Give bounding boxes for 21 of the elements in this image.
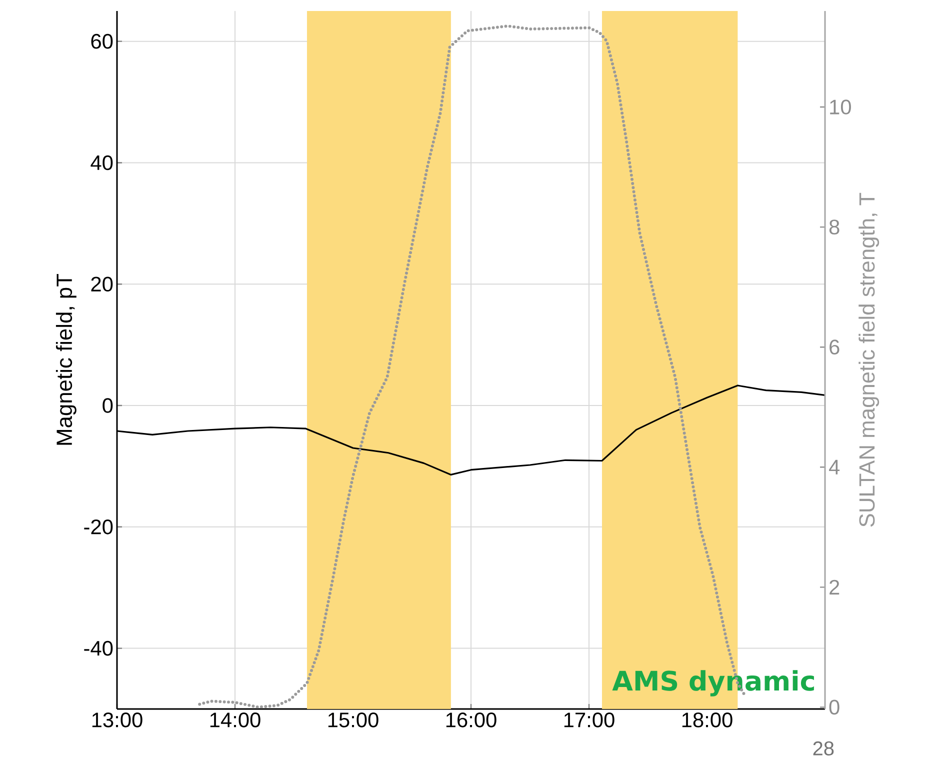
y-axis-title: Magnetic field, pT — [56, 274, 76, 445]
y2-tick-label: 4 — [829, 460, 840, 474]
x-tick-label: 15:00 — [328, 712, 378, 728]
y2-tick-label: 8 — [829, 220, 840, 234]
y-tick-label: 40 — [90, 155, 113, 170]
y-tick-label: -40 — [84, 640, 113, 656]
y2-tick-label: 6 — [830, 340, 840, 354]
y-tick-label: 20 — [91, 276, 113, 292]
y2-tick-label: 2 — [830, 580, 840, 594]
y2-axis-title: SULTAN magnetic field strength, T — [858, 192, 880, 527]
x-tick-label: 17:00 — [564, 712, 614, 728]
x-tick-label: 18:00 — [682, 712, 732, 728]
y-tick-label: 0 — [102, 398, 113, 413]
y-tick-label: 60 — [91, 34, 113, 49]
x-tick-label: 16:00 — [446, 712, 496, 728]
x-tick-label: 14:00 — [210, 712, 260, 728]
text: 28 — [813, 741, 834, 756]
y2-tick-label: 10 — [830, 100, 851, 114]
y2-tick-label: 0 — [829, 700, 840, 715]
x-tick-label: 13:00 — [92, 712, 142, 728]
y-tick-label: -20 — [84, 520, 113, 534]
